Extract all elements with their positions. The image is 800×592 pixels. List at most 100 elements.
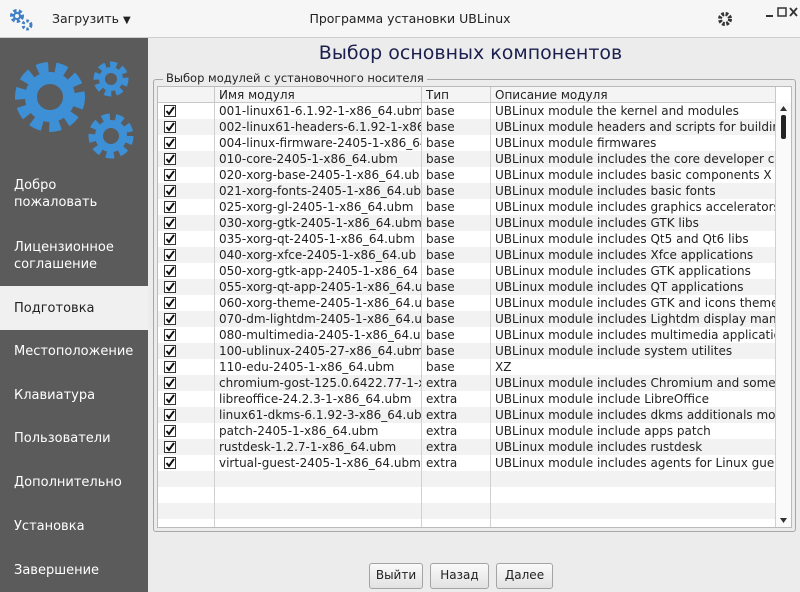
table-cell: UBLinux module includes GTK applications [495, 264, 751, 278]
row-bg [158, 423, 776, 439]
menu-label[interactable]: Загрузить [52, 11, 119, 26]
nav-label[interactable]: Пользователи [14, 431, 111, 446]
row-bg [158, 247, 776, 263]
table-cell: 021-xorg-fonts-2405-1-x86_64.ub [219, 184, 421, 198]
table-cell: base [426, 280, 455, 294]
checkbox[interactable] [164, 425, 176, 437]
checkbox[interactable] [164, 377, 176, 389]
checkbox-box[interactable] [164, 281, 176, 293]
nav-label[interactable]: Завершение [14, 562, 100, 578]
nav-item[interactable]: Подготовка [0, 286, 148, 330]
checkbox[interactable] [164, 217, 176, 229]
app-icon [10, 9, 33, 31]
nav-item[interactable]: Добро пожаловать [0, 168, 148, 220]
table-cell: UBLinux module includes QT applications [495, 280, 744, 294]
checkbox-box[interactable] [164, 313, 176, 325]
table-cell: 110-edu-2405-1-x86_64.ubm [219, 360, 395, 374]
table-cell: virtual-guest-2405-1-x86_64.ubm [219, 456, 421, 470]
nav-label[interactable]: Установка [14, 518, 85, 534]
table-cell: 040-xorg-xfce-2405-1-x86_64.ub [219, 248, 417, 262]
settings-button[interactable] [717, 11, 733, 27]
window-controls[interactable] [764, 6, 798, 20]
row-bg [158, 135, 776, 151]
checkbox-box[interactable] [164, 201, 176, 213]
checkbox[interactable] [164, 441, 176, 453]
table-cell: UBLinux module firmwares [495, 136, 657, 150]
nav-item[interactable]: Дополнительно [0, 460, 148, 504]
table-cell: UBLinux module includes Xfce application… [495, 248, 754, 262]
checkbox[interactable] [164, 169, 176, 181]
checkbox-box[interactable] [164, 377, 176, 389]
checkbox[interactable] [164, 409, 176, 421]
nav-label[interactable]: Подготовка [14, 300, 95, 316]
checkbox[interactable] [164, 393, 176, 405]
table-cell: base [426, 120, 455, 134]
checkbox[interactable] [164, 329, 176, 341]
checkbox-box[interactable] [164, 137, 176, 149]
checkbox[interactable] [164, 201, 176, 213]
checkbox[interactable] [164, 313, 176, 325]
checkbox-box[interactable] [164, 297, 176, 309]
table-cell: base [426, 312, 455, 326]
scrollbar-graphic[interactable] [776, 103, 791, 527]
table-cell: UBLinux module includes GTK and icons th… [495, 296, 776, 310]
checkbox-box[interactable] [164, 121, 176, 133]
nav-item[interactable]: Пользователи [0, 417, 148, 460]
checkbox[interactable] [164, 137, 176, 149]
checkbox[interactable] [164, 361, 176, 373]
checkbox[interactable] [164, 153, 176, 165]
nav-label[interactable]: Местоположение [14, 344, 134, 359]
checkbox-box[interactable] [164, 265, 176, 277]
checkbox[interactable] [164, 185, 176, 197]
checkbox-box[interactable] [164, 329, 176, 341]
nav-item[interactable]: Клавиатура [0, 373, 148, 417]
nav-label[interactable]: Дополнительно [14, 474, 122, 490]
nav-item[interactable]: Местоположение [0, 330, 148, 373]
checkbox-box[interactable] [164, 249, 176, 261]
nav-label[interactable]: Добро пожаловать [14, 178, 98, 210]
checkbox[interactable] [164, 281, 176, 293]
checkbox-box[interactable] [164, 393, 176, 405]
checkbox-box[interactable] [164, 345, 176, 357]
column-header: Описание модуля [491, 87, 776, 103]
checkbox-box[interactable] [164, 441, 176, 453]
checkbox[interactable] [164, 265, 176, 277]
checkbox-box[interactable] [164, 185, 176, 197]
scrollbar[interactable] [776, 103, 791, 527]
button[interactable]: Далее [496, 563, 553, 589]
table-cell: base [426, 136, 455, 150]
table-cell: base [426, 168, 455, 182]
checkbox[interactable] [164, 121, 176, 133]
checkbox-box[interactable] [164, 425, 176, 437]
nav-label[interactable]: Лицензионное соглашение [14, 240, 114, 272]
checkbox[interactable] [164, 249, 176, 261]
button[interactable]: Выйти [369, 563, 423, 589]
table-cell: UBLinux module includes graphics acceler… [495, 200, 776, 214]
nav-item[interactable]: Лицензионное соглашение [0, 230, 148, 282]
checkbox-box[interactable] [164, 233, 176, 245]
row-bg [158, 503, 776, 519]
table-cell: 060-xorg-theme-2405-1-x86_64.u [219, 296, 422, 310]
checkbox-box[interactable] [164, 217, 176, 229]
checkbox[interactable] [164, 233, 176, 245]
load-menu[interactable]: Загрузить ▼ [52, 11, 131, 26]
checkbox[interactable] [164, 457, 176, 469]
table-cell: 001-linux61-6.1.92-1-x86_64.ubm [219, 104, 422, 118]
checkbox-box[interactable] [164, 153, 176, 165]
checkbox-box[interactable] [164, 105, 176, 117]
button[interactable]: Назад [430, 563, 489, 589]
checkbox[interactable] [164, 345, 176, 357]
nav-label[interactable]: Клавиатура [14, 387, 96, 403]
checkbox-box[interactable] [164, 169, 176, 181]
row-bg [158, 311, 776, 327]
checkbox[interactable] [164, 297, 176, 309]
table-cell: UBLinux module include apps patch [495, 424, 711, 438]
nav-item[interactable]: Завершение [0, 548, 148, 592]
checkbox-box[interactable] [164, 409, 176, 421]
checkbox-box[interactable] [164, 361, 176, 373]
nav-item[interactable]: Установка [0, 504, 148, 548]
checkbox[interactable] [164, 105, 176, 117]
row-bg [158, 279, 776, 295]
table-cell: base [426, 232, 455, 246]
checkbox-box[interactable] [164, 457, 176, 469]
